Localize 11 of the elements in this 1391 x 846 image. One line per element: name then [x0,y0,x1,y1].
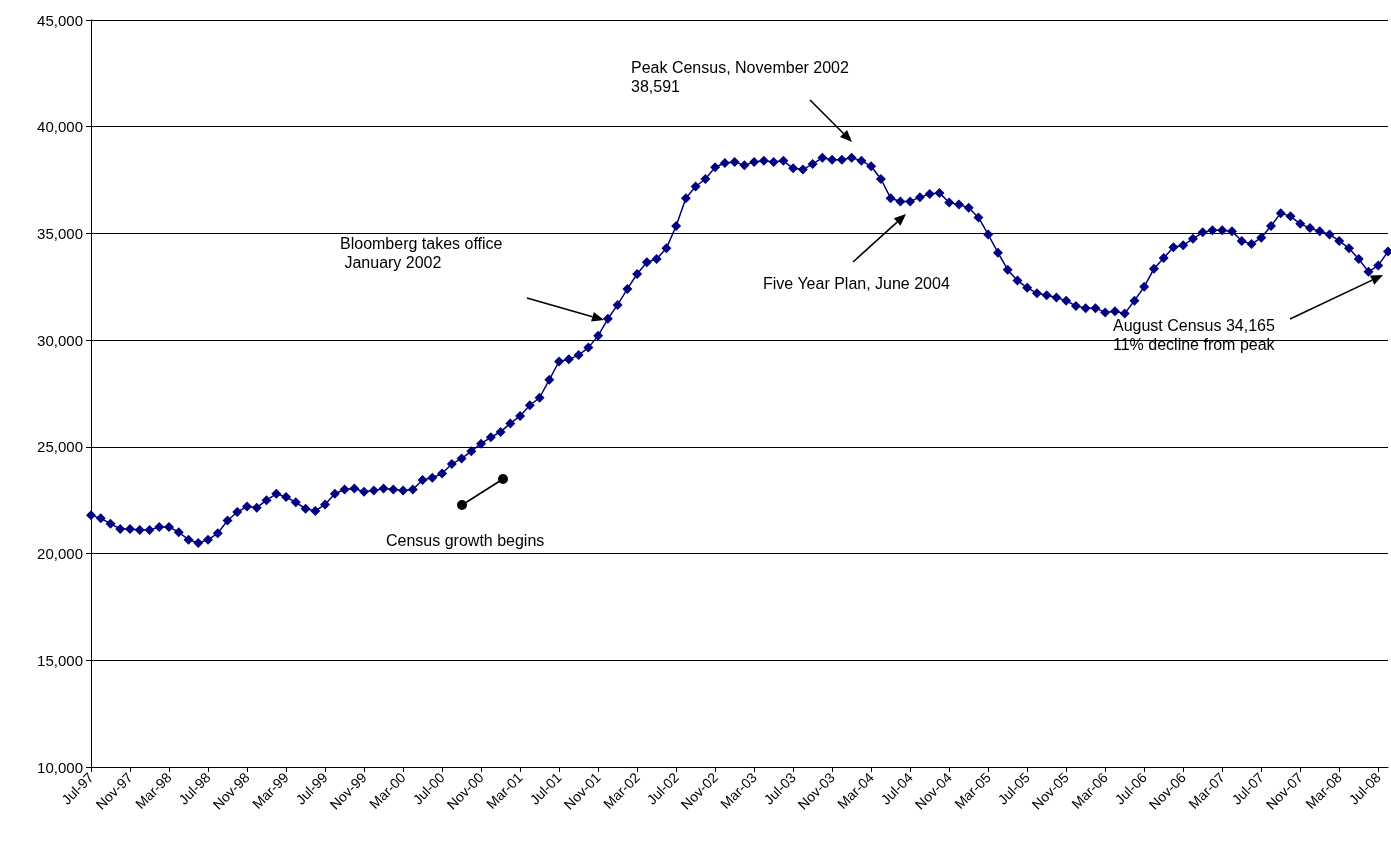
y-tick-label: 20,000 [37,545,83,563]
annotation: Census growth begins [386,532,545,549]
y-tick-label: 15,000 [37,651,83,669]
annotation: Peak Census, November 2002 38,591 [631,59,849,95]
y-tick-label: 40,000 [37,118,83,136]
y-tick-label: 35,000 [37,224,83,242]
y-tick-label: 45,000 [37,11,83,29]
y-tick-label: 25,000 [37,438,83,456]
y-tick-label: 30,000 [37,331,83,349]
annotation: Bloomberg takes office January 2002 [340,235,503,271]
annotation: Five Year Plan, June 2004 [763,275,950,292]
